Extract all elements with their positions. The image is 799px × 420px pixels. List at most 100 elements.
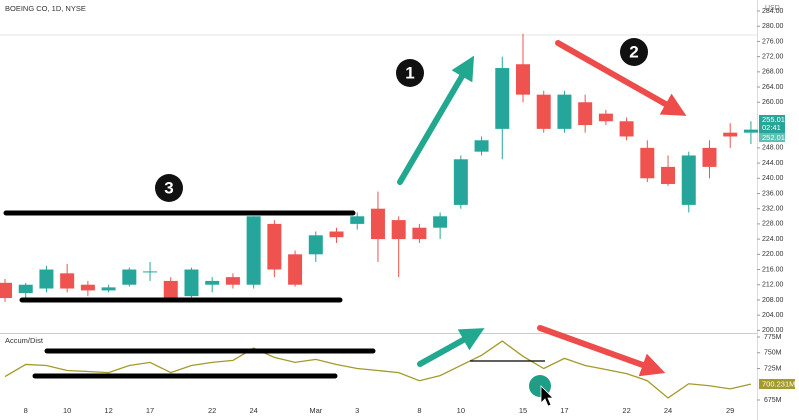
candle-body bbox=[101, 287, 116, 291]
cursor bbox=[540, 385, 554, 407]
candle-body bbox=[329, 231, 344, 238]
x-tick-label: 10 bbox=[63, 406, 71, 415]
value-badge bbox=[759, 379, 795, 389]
candle-body bbox=[370, 208, 385, 240]
marker-circle bbox=[396, 59, 424, 87]
marker-number: 2 bbox=[629, 42, 638, 61]
x-tick-label: 22 bbox=[208, 406, 216, 415]
candle-body bbox=[205, 280, 220, 285]
x-tick-label: 12 bbox=[104, 406, 112, 415]
candle-body bbox=[681, 155, 696, 205]
marker-circle bbox=[155, 174, 183, 202]
candle-body bbox=[557, 94, 572, 129]
candle-body bbox=[288, 254, 303, 285]
x-tick-label: 15 bbox=[519, 406, 527, 415]
y-tick-label: 248.00 bbox=[762, 145, 784, 152]
plot: 200.00 204.00 208.00 212.00 216.00 220.00 224.… bbox=[0, 8, 784, 415]
y-tick-label: 268.00 bbox=[762, 69, 784, 76]
candle-body bbox=[723, 132, 738, 137]
x-tick-label: Mar bbox=[309, 406, 322, 415]
y-tick-label: 232.00 bbox=[762, 206, 784, 213]
candle-body bbox=[308, 235, 323, 255]
arrow bbox=[397, 55, 475, 185]
arrow bbox=[537, 325, 666, 377]
y-tick-label: 750M bbox=[764, 350, 782, 357]
price-badge bbox=[759, 133, 785, 142]
x-tick-label: 22 bbox=[622, 406, 630, 415]
price-badge-text: 252.01 bbox=[762, 133, 785, 142]
countdown-text: 02:41 bbox=[762, 123, 781, 132]
marker-number: 3 bbox=[164, 178, 173, 197]
candle-body bbox=[661, 166, 676, 184]
candle-body bbox=[60, 273, 75, 289]
candle-body bbox=[391, 220, 406, 240]
currency: USD bbox=[765, 5, 780, 12]
candle-body bbox=[184, 269, 199, 297]
candle-body bbox=[453, 159, 468, 205]
x-tick-label: 8 bbox=[417, 406, 421, 415]
y-tick-label: 208.00 bbox=[762, 297, 784, 304]
x-tick-label: 10 bbox=[457, 406, 465, 415]
y-tick-label: 204.00 bbox=[762, 312, 784, 319]
candle-body bbox=[0, 282, 12, 299]
candle-body bbox=[598, 113, 613, 122]
y-tick-label: 240.00 bbox=[762, 175, 784, 182]
candle-body bbox=[163, 280, 178, 299]
candle-body bbox=[412, 227, 427, 240]
y-tick-label: 212.00 bbox=[762, 282, 784, 289]
y-tick-label: 276.00 bbox=[762, 38, 784, 45]
arrow bbox=[555, 40, 687, 116]
candle-body bbox=[743, 129, 758, 133]
candle-body bbox=[578, 102, 593, 126]
arrow bbox=[417, 328, 485, 367]
y-tick-label: 280.00 bbox=[762, 23, 784, 30]
y-tick-label: 216.00 bbox=[762, 266, 784, 273]
x-tick-label: 8 bbox=[24, 406, 28, 415]
annotations: 1 2 3 bbox=[3, 38, 687, 407]
candle-body bbox=[495, 68, 510, 129]
candle-body bbox=[640, 147, 655, 179]
marker-circle bbox=[620, 38, 648, 66]
x-tick-label: 17 bbox=[146, 406, 154, 415]
x-tick-label: 29 bbox=[726, 406, 734, 415]
y-tick-label: 224.00 bbox=[762, 236, 784, 243]
line-series bbox=[4, 340, 752, 399]
y-tick-label: 200.00 bbox=[762, 327, 784, 334]
candle-body bbox=[122, 269, 137, 285]
price-badge bbox=[759, 115, 785, 133]
x-tick-label: 24 bbox=[664, 406, 672, 415]
indicator-title: Accum/Dist bbox=[5, 336, 44, 345]
y-tick-label: 220.00 bbox=[762, 251, 784, 258]
y-tick-label: 236.00 bbox=[762, 190, 784, 197]
x-tick-label: 3 bbox=[355, 406, 359, 415]
candle-body bbox=[267, 223, 282, 270]
x-tick-label: 24 bbox=[249, 406, 257, 415]
candle-body bbox=[225, 277, 240, 285]
candle-body bbox=[80, 284, 95, 291]
candle-body bbox=[619, 121, 634, 137]
candle-body bbox=[18, 284, 33, 294]
candle-body bbox=[536, 94, 551, 129]
y-tick-label: 228.00 bbox=[762, 221, 784, 228]
price-badge-text: 255.01 bbox=[762, 115, 785, 124]
y-tick-label: 244.00 bbox=[762, 160, 784, 167]
candle-body bbox=[350, 216, 365, 224]
value-badge-text: 700.231M bbox=[762, 379, 795, 388]
candle-body bbox=[433, 216, 448, 228]
y-tick-label: 260.00 bbox=[762, 99, 784, 106]
y-tick-label: 264.00 bbox=[762, 84, 784, 91]
candle-body bbox=[474, 140, 489, 152]
y-tick-label: 675M bbox=[764, 397, 782, 404]
candle-body bbox=[702, 147, 717, 167]
candle-body bbox=[246, 216, 261, 285]
marker-number: 1 bbox=[405, 63, 414, 82]
candle-body bbox=[516, 64, 530, 95]
y-tick-label: 725M bbox=[764, 365, 782, 372]
candle-body bbox=[143, 271, 158, 273]
y-tick-label: 284.00 bbox=[762, 8, 784, 15]
chart-title: BOEING CO, 1D, NYSE bbox=[5, 4, 86, 13]
y-tick-label: 775M bbox=[764, 334, 782, 341]
candle-body bbox=[39, 269, 54, 289]
